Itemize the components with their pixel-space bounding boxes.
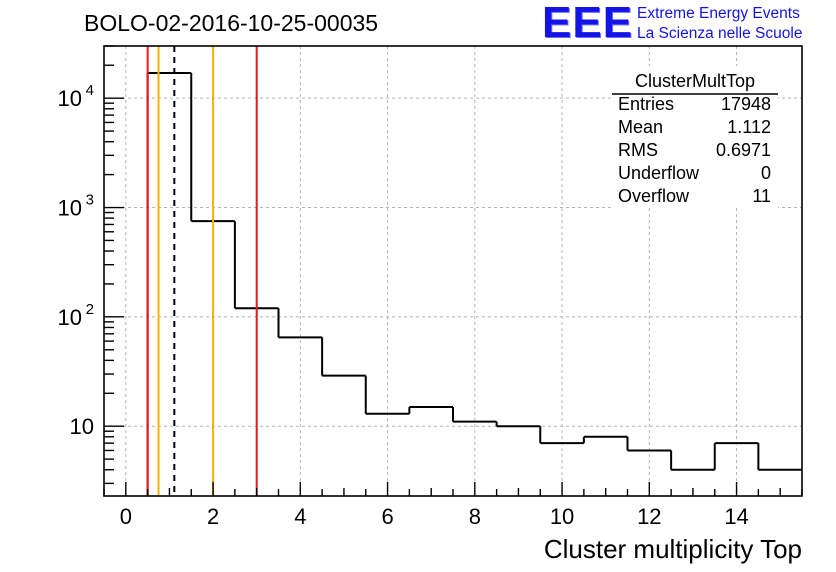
run-title: BOLO-02-2016-10-25-00035 <box>84 10 379 36</box>
x-tick-label: 14 <box>724 504 748 529</box>
stats-box: ClusterMultTop Entries 17948 Mean 1.112 RMS 0… <box>612 66 778 208</box>
y-tick-label: 10 <box>70 414 94 439</box>
y-tick-exponent: 3 <box>86 192 94 209</box>
x-tick-label: 8 <box>469 504 481 529</box>
axis-ticks <box>103 45 803 496</box>
stats-row-value: 11 <box>752 186 771 206</box>
stats-row-value: 17948 <box>721 94 771 114</box>
stats-row-value: 1.112 <box>727 117 771 137</box>
x-tick-label: 10 <box>550 504 574 529</box>
x-tick-label: 4 <box>294 504 306 529</box>
stats-row-value: 0 <box>761 163 771 183</box>
logo-mark: EEE <box>542 0 634 47</box>
x-axis-label: Cluster multiplicity Top <box>543 534 802 564</box>
stats-row-label: Underflow <box>618 163 700 183</box>
stats-row-label: Entries <box>618 94 674 114</box>
logo-line-2: La Scienza nelle Scuole <box>637 25 803 42</box>
stats-title: ClusterMultTop <box>635 71 755 91</box>
y-tick-label: 10 <box>58 196 82 221</box>
y-tick-exponent: 4 <box>86 82 94 99</box>
x-tick-label: 6 <box>381 504 393 529</box>
x-tick-label: 12 <box>637 504 661 529</box>
x-tick-label: 2 <box>207 504 219 529</box>
eee-logo: EEE Extreme Energy Events La Scienza nel… <box>542 0 832 47</box>
stats-box-background <box>612 66 778 208</box>
marker-lines <box>146 46 258 496</box>
x-tick-label: 0 <box>120 504 132 529</box>
y-tick-label: 10 <box>58 305 82 330</box>
y-tick-label: 10 <box>58 86 82 111</box>
stats-row-value: 0.6971 <box>716 140 771 160</box>
y-tick-exponent: 2 <box>86 301 94 318</box>
stats-row-label: Overflow <box>618 186 690 206</box>
stats-row-label: Mean <box>618 117 663 137</box>
logo-line-1: Extreme Energy Events <box>637 5 800 22</box>
stats-row-label: RMS <box>618 140 658 160</box>
